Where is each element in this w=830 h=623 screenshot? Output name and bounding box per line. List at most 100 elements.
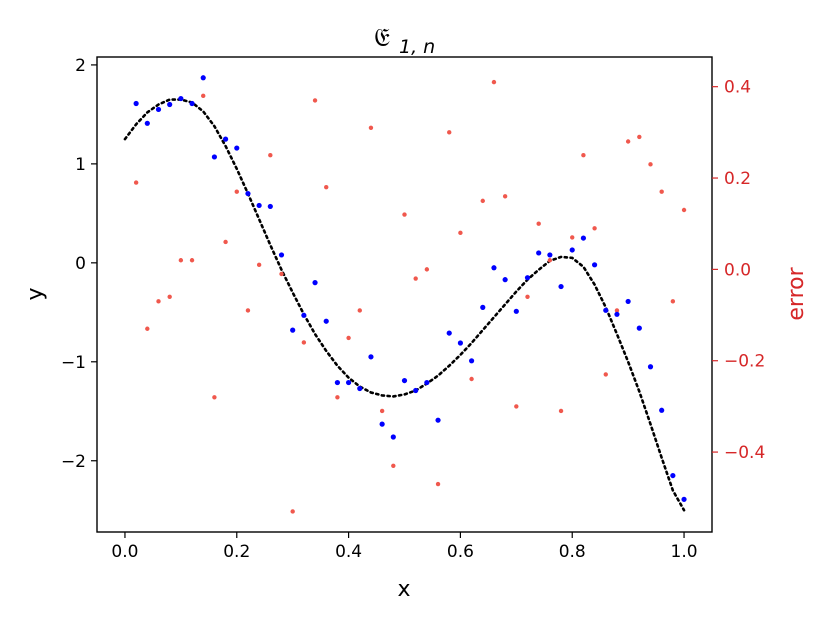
data-point bbox=[290, 327, 296, 333]
error-point bbox=[391, 463, 396, 468]
error-point bbox=[312, 98, 318, 103]
data-point bbox=[446, 330, 452, 336]
error-point bbox=[570, 235, 575, 240]
error-point bbox=[547, 258, 553, 263]
data-point bbox=[200, 75, 206, 81]
data-point bbox=[323, 318, 329, 324]
x-axis-ticks: 0.0 0.2 0.4 0.6 0.8 1.0 bbox=[111, 532, 698, 562]
data-point bbox=[345, 379, 352, 386]
data-point bbox=[234, 145, 240, 151]
x-axis-label: x bbox=[397, 577, 410, 602]
data-point bbox=[491, 265, 497, 271]
error-point bbox=[212, 395, 217, 400]
error-point bbox=[268, 152, 273, 158]
data-point bbox=[357, 385, 363, 392]
error-point bbox=[335, 395, 340, 400]
error-points-layer bbox=[133, 79, 687, 514]
data-point bbox=[189, 100, 195, 107]
data-point bbox=[625, 298, 631, 305]
error-point bbox=[435, 481, 441, 487]
data-point bbox=[435, 417, 441, 423]
data-point bbox=[167, 101, 173, 108]
error-point bbox=[681, 207, 687, 213]
data-point bbox=[278, 252, 285, 258]
data-point bbox=[368, 354, 374, 360]
x-tick-label: 0.8 bbox=[559, 542, 586, 562]
data-point bbox=[603, 307, 609, 313]
error-point bbox=[145, 326, 150, 331]
error-point bbox=[324, 184, 329, 190]
error-point bbox=[201, 93, 206, 99]
error-point bbox=[625, 139, 631, 144]
data-point bbox=[547, 252, 553, 258]
data-point bbox=[133, 100, 139, 107]
data-point bbox=[591, 262, 598, 268]
error-point bbox=[458, 230, 463, 236]
data-point bbox=[614, 311, 620, 317]
data-point bbox=[670, 472, 676, 479]
y2-axis-ticks: −0.4 −0.2 0.0 0.2 0.4 bbox=[712, 78, 765, 463]
chart-title-main: 𝔈 bbox=[374, 23, 390, 53]
data-point bbox=[569, 247, 575, 253]
data-point bbox=[155, 106, 162, 113]
error-point bbox=[637, 134, 642, 140]
data-point bbox=[312, 280, 318, 286]
error-point bbox=[670, 299, 676, 304]
error-point bbox=[525, 294, 530, 299]
y-tick-label: −2 bbox=[61, 452, 86, 472]
error-point bbox=[379, 408, 385, 414]
y-tick-label: −1 bbox=[61, 353, 86, 373]
error-point bbox=[368, 125, 374, 130]
error-point bbox=[167, 294, 172, 299]
data-point bbox=[580, 235, 587, 241]
data-point bbox=[636, 325, 642, 331]
data-point bbox=[513, 308, 519, 314]
chart-title: 𝔈 1, n bbox=[374, 23, 435, 58]
data-point bbox=[659, 407, 665, 413]
y-axis-ticks: −2 −1 0 1 2 bbox=[61, 56, 97, 472]
error-point bbox=[413, 276, 418, 281]
error-point bbox=[592, 226, 597, 231]
data-point bbox=[401, 377, 408, 384]
error-point bbox=[223, 239, 228, 245]
data-point bbox=[536, 250, 542, 256]
data-point bbox=[144, 120, 150, 126]
error-point bbox=[245, 308, 251, 313]
data-point bbox=[480, 304, 486, 310]
error-point bbox=[424, 267, 430, 272]
data-point bbox=[524, 275, 531, 281]
y2-tick-label: −0.4 bbox=[724, 443, 765, 463]
y-tick-label: 0 bbox=[75, 254, 86, 274]
error-point bbox=[558, 408, 564, 414]
error-point bbox=[279, 271, 284, 277]
error-point bbox=[469, 376, 474, 382]
x-tick-label: 0.4 bbox=[335, 542, 362, 562]
error-point bbox=[603, 372, 608, 377]
error-point bbox=[133, 180, 139, 185]
y-tick-label: 1 bbox=[75, 155, 86, 175]
data-point bbox=[681, 496, 687, 502]
error-point bbox=[346, 335, 351, 341]
data-point bbox=[647, 364, 654, 370]
error-point bbox=[648, 162, 653, 167]
data-point bbox=[558, 283, 564, 290]
data-point bbox=[424, 379, 430, 386]
error-point bbox=[189, 258, 195, 263]
error-point bbox=[491, 79, 497, 85]
data-point bbox=[301, 312, 307, 318]
error-point bbox=[256, 262, 262, 268]
x-tick-label: 0.2 bbox=[223, 542, 250, 562]
error-point bbox=[614, 308, 620, 313]
error-point bbox=[514, 404, 519, 409]
y-tick-label: 2 bbox=[75, 56, 86, 76]
data-point bbox=[178, 95, 184, 102]
x-tick-label: 1.0 bbox=[671, 542, 698, 562]
error-point bbox=[301, 340, 307, 345]
data-points-layer bbox=[133, 75, 687, 502]
error-point bbox=[357, 308, 362, 313]
error-point bbox=[402, 212, 407, 217]
error-point bbox=[234, 189, 239, 194]
data-point bbox=[222, 136, 229, 142]
